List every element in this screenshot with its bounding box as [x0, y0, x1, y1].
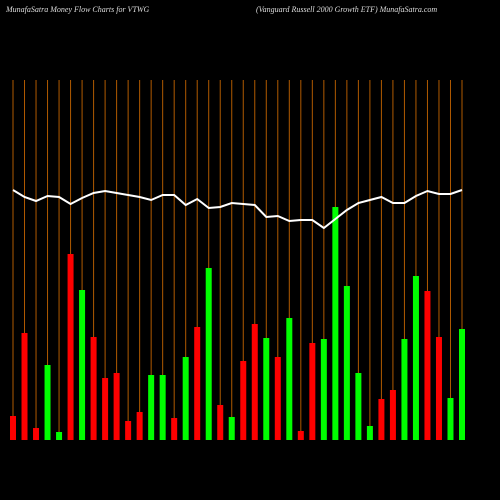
money-flow-line [12, 189, 463, 230]
bar [171, 418, 178, 440]
bar [274, 357, 281, 440]
bar [320, 339, 327, 440]
bar [286, 318, 293, 440]
bar [263, 338, 270, 440]
bar [251, 324, 258, 440]
chart-title: MunafaSatra Money Flow Charts for VTWG [5, 5, 150, 14]
bar [424, 291, 431, 440]
bar [205, 268, 212, 440]
chart-subtitle: (Vanguard Russell 2000 Growth ETF) Munaf… [256, 5, 437, 14]
bar [412, 276, 419, 440]
bar [378, 399, 385, 440]
bar [56, 432, 63, 440]
bar [159, 375, 166, 440]
bar [401, 339, 408, 440]
bar [44, 365, 51, 440]
bar [113, 373, 120, 440]
bar [228, 417, 235, 440]
bar [447, 398, 454, 440]
bar [435, 337, 442, 440]
bar [389, 390, 396, 440]
bar [102, 378, 109, 440]
bar [297, 431, 304, 440]
bar [332, 207, 339, 440]
bar [33, 428, 40, 440]
bar [309, 343, 316, 440]
bar [125, 421, 132, 440]
bar [194, 327, 201, 440]
bar [21, 333, 28, 440]
bar [459, 329, 465, 440]
bar [10, 416, 16, 440]
bar [217, 405, 224, 440]
bar [148, 375, 155, 440]
bar [67, 254, 74, 440]
bar [79, 290, 86, 440]
bar [182, 357, 189, 440]
bar [90, 337, 97, 440]
bar [355, 373, 362, 440]
bar [136, 412, 143, 440]
bar [366, 426, 373, 440]
bar [343, 286, 350, 440]
bar [240, 361, 247, 440]
